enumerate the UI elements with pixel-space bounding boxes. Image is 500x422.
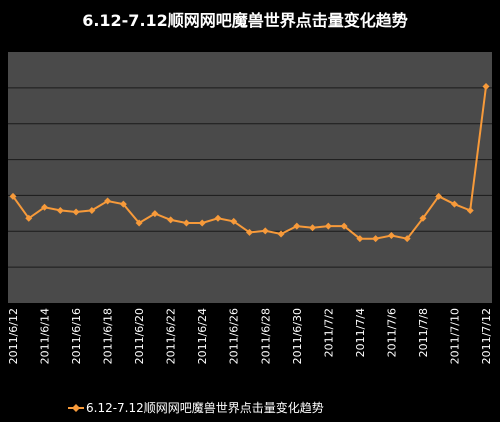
x-tick-label: 2011/6/30 [291, 308, 304, 364]
plot-area [8, 52, 492, 303]
data-point [104, 197, 112, 205]
x-tick-label: 2011/7/10 [448, 308, 461, 364]
data-point [466, 206, 474, 214]
x-tick-label: 2011/6/14 [39, 308, 52, 364]
data-point [182, 219, 190, 227]
x-tick-label: 2011/6/22 [165, 308, 178, 364]
data-point [403, 235, 411, 243]
x-tick-label: 2011/6/16 [70, 308, 83, 364]
x-tick-label: 2011/7/8 [417, 308, 430, 357]
data-point [88, 206, 96, 214]
series-points [9, 83, 490, 243]
data-point [435, 192, 443, 200]
x-tick-label: 2011/7/6 [385, 308, 398, 357]
x-tick-label: 2011/7/4 [354, 308, 367, 357]
data-point [198, 219, 206, 227]
data-point [167, 216, 175, 224]
x-axis-tick-labels: 2011/6/12 2011/6/14 2011/6/16 2011/6/18 2011… [7, 308, 493, 364]
data-point [372, 235, 380, 243]
data-point [56, 206, 64, 214]
data-point [356, 235, 364, 243]
legend-label: 6.12-7.12顺网网吧魔兽世界点击量变化趋势 [86, 400, 324, 415]
grid-lines [8, 87, 492, 268]
data-point [135, 219, 143, 227]
data-point [340, 222, 348, 230]
data-point [214, 214, 222, 222]
x-tick-label: 2011/6/20 [133, 308, 146, 364]
x-tick-label: 2011/6/26 [228, 308, 241, 364]
data-point [72, 208, 80, 216]
data-point [293, 222, 301, 230]
data-point [230, 217, 238, 225]
data-point [151, 210, 159, 218]
data-point [387, 232, 395, 240]
x-tick-label: 2011/6/18 [102, 308, 115, 364]
data-point [9, 192, 17, 200]
x-tick-label: 2011/7/2 [322, 308, 335, 357]
data-point [277, 230, 285, 238]
x-tick-label: 2011/6/24 [196, 308, 209, 364]
x-tick-label: 2011/7/12 [480, 308, 493, 364]
x-tick-label: 2011/6/12 [7, 308, 20, 364]
x-tick-label: 2011/6/28 [259, 308, 272, 364]
data-point [450, 200, 458, 208]
legend: 6.12-7.12顺网网吧魔兽世界点击量变化趋势 [68, 400, 324, 415]
data-point [41, 203, 49, 211]
legend-diamond-marker [72, 404, 80, 412]
data-point [25, 214, 33, 222]
data-point [324, 222, 332, 230]
chart-title: 6.12-7.12顺网网吧魔兽世界点击量变化趋势 [82, 11, 408, 30]
data-point [419, 214, 427, 222]
data-point [261, 227, 269, 235]
data-point [246, 228, 253, 236]
data-point [119, 200, 127, 208]
data-point [309, 224, 317, 232]
data-point [482, 83, 490, 91]
